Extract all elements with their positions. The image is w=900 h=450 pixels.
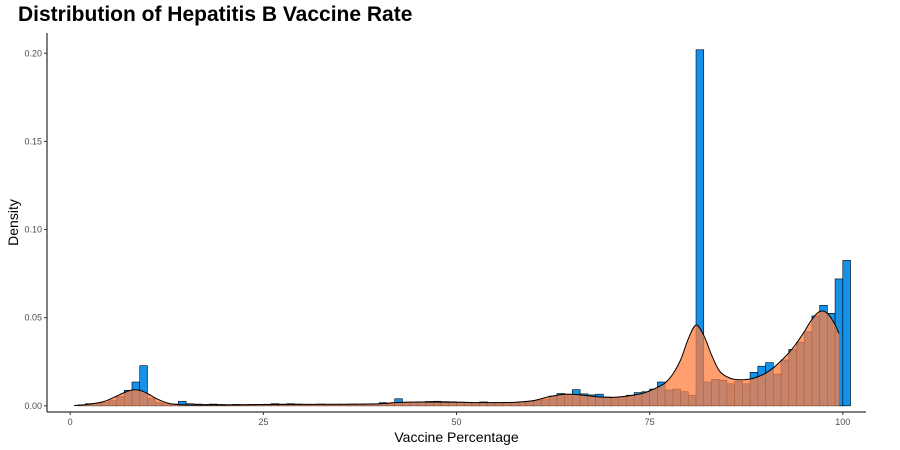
y-tick-label: 0.10	[24, 225, 42, 235]
y-tick-label: 0.05	[24, 313, 42, 323]
histogram-bar	[139, 365, 148, 407]
histogram-bar	[842, 260, 851, 407]
chart-title: Distribution of Hepatitis B Vaccine Rate	[18, 3, 413, 26]
density-area	[74, 311, 839, 406]
x-tick-label: 75	[645, 417, 655, 427]
x-tick-label: 50	[451, 417, 461, 427]
y-tick-label: 0.20	[24, 48, 42, 58]
y-tick-label: 0.00	[24, 401, 42, 411]
y-axis-ticks: 0.00 0.05 0.10 0.15 0.20	[24, 48, 47, 411]
y-tick-label: 0.15	[24, 136, 42, 146]
y-axis-title: Density	[5, 199, 21, 246]
x-tick-label: 100	[835, 417, 850, 427]
x-tick-label: 25	[258, 417, 268, 427]
density-line	[74, 310, 840, 406]
x-axis-title: Vaccine Percentage	[394, 429, 518, 445]
x-tick-label: 0	[68, 417, 73, 427]
x-axis-ticks: 0 25 50 75 100	[68, 412, 850, 427]
histogram-bars	[77, 49, 851, 407]
